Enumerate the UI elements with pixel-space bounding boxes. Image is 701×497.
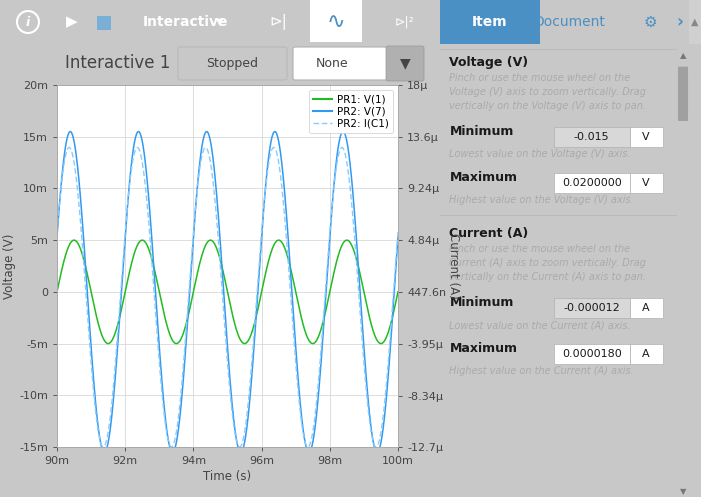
PR2: I(C1): (0.0964, 0.014): I(C1): (0.0964, 0.014) (269, 145, 278, 151)
FancyBboxPatch shape (554, 173, 629, 193)
Text: 0.0200000: 0.0200000 (562, 178, 622, 188)
FancyBboxPatch shape (629, 127, 662, 147)
Text: None: None (315, 57, 348, 70)
PR2: I(C1): (0.0944, 0.014): I(C1): (0.0944, 0.014) (201, 145, 210, 151)
PR2: I(C1): (0.09, 0.00578): I(C1): (0.09, 0.00578) (53, 229, 61, 235)
PR1: V(1): (0.09, -3.04e-16): V(1): (0.09, -3.04e-16) (53, 289, 61, 295)
Bar (689, 0, 701, 44)
Text: ›: › (676, 13, 683, 31)
PR2: V(7): (0.0994, -0.0155): V(7): (0.0994, -0.0155) (373, 449, 381, 455)
Text: A: A (642, 349, 650, 359)
PR2: V(7): (0.0959, 0.00138): V(7): (0.0959, 0.00138) (254, 274, 263, 280)
PR1: V(1): (0.0979, -0.000806): V(1): (0.0979, -0.000806) (324, 297, 332, 303)
FancyBboxPatch shape (629, 344, 662, 364)
Text: A: A (642, 303, 650, 313)
Text: Highest value on the Voltage (V) axis.: Highest value on the Voltage (V) axis. (449, 195, 634, 205)
Text: ▲: ▲ (680, 51, 686, 60)
PR2: I(C1): (0.1, 0.00578): I(C1): (0.1, 0.00578) (394, 229, 402, 235)
Text: i: i (26, 15, 30, 28)
PR2: V(7): (0.0984, 0.0155): V(7): (0.0984, 0.0155) (339, 129, 347, 135)
FancyBboxPatch shape (293, 47, 387, 80)
Text: Lowest value on the Current (A) axis.: Lowest value on the Current (A) axis. (449, 320, 631, 330)
PR1: V(1): (0.1, 9.82e-18): V(1): (0.1, 9.82e-18) (394, 289, 402, 295)
Text: ∿: ∿ (327, 12, 346, 32)
Text: Pinch or use the mouse wheel on the
Voltage (V) axis to zoom vertically. Drag
ve: Pinch or use the mouse wheel on the Volt… (449, 73, 646, 111)
Text: ⚙: ⚙ (644, 14, 657, 29)
Text: Document: Document (534, 15, 606, 29)
Text: -0.000012: -0.000012 (564, 303, 620, 313)
FancyBboxPatch shape (554, 127, 629, 147)
Bar (440, 0, 540, 44)
Y-axis label: Voltage (V): Voltage (V) (4, 233, 16, 299)
Legend: PR1: V(1), PR2: V(7), PR2: I(C1): PR1: V(1), PR2: V(7), PR2: I(C1) (308, 90, 393, 133)
Text: Interactive 1: Interactive 1 (64, 55, 170, 73)
FancyBboxPatch shape (386, 46, 424, 81)
PR2: V(7): (0.09, 0.00531): V(7): (0.09, 0.00531) (53, 234, 61, 240)
Text: ▼: ▼ (216, 17, 224, 27)
Bar (440, 0, 689, 44)
Text: Current (A): Current (A) (449, 227, 529, 240)
Text: Highest value on the Current (A) axis.: Highest value on the Current (A) axis. (449, 366, 634, 376)
FancyBboxPatch shape (629, 298, 662, 318)
Line: PR2: I(C1): PR2: I(C1) (57, 148, 398, 447)
Line: PR2: V(7): PR2: V(7) (57, 132, 398, 452)
PR2: V(7): (0.0905, 0.0145): V(7): (0.0905, 0.0145) (70, 139, 79, 145)
Text: -0.015: -0.015 (574, 132, 609, 142)
Text: V: V (642, 178, 650, 188)
PR1: V(1): (0.0995, -0.005): V(1): (0.0995, -0.005) (376, 340, 385, 346)
Text: Pinch or use the mouse wheel on the
Current (A) axis to zoom vertically. Drag
ve: Pinch or use the mouse wheel on the Curr… (449, 244, 646, 282)
Text: 0.0000180: 0.0000180 (562, 349, 622, 359)
Text: ⊳|: ⊳| (269, 14, 287, 30)
PR2: V(7): (0.0964, 0.0154): V(7): (0.0964, 0.0154) (269, 130, 278, 136)
PR2: I(C1): (0.0979, 0.00365): I(C1): (0.0979, 0.00365) (324, 251, 332, 257)
Text: Lowest value on the Voltage (V) axis.: Lowest value on the Voltage (V) axis. (449, 149, 631, 159)
PR2: V(7): (0.0936, -0.0116): V(7): (0.0936, -0.0116) (176, 409, 184, 414)
Bar (97, 16, 111, 30)
Text: Interactive: Interactive (142, 15, 228, 29)
PR2: V(7): (0.0979, 0.00284): V(7): (0.0979, 0.00284) (324, 259, 332, 265)
PR1: V(1): (0.0959, -0.00127): V(1): (0.0959, -0.00127) (254, 302, 263, 308)
Line: PR1: V(1): PR1: V(1) (57, 240, 398, 343)
PR2: I(C1): (0.0974, -0.0148): I(C1): (0.0974, -0.0148) (306, 441, 314, 447)
PR1: V(1): (0.0905, 0.005): V(1): (0.0905, 0.005) (70, 237, 79, 243)
PR1: V(1): (0.0974, -0.00482): V(1): (0.0974, -0.00482) (306, 339, 314, 345)
PR1: V(1): (0.0905, 0.005): V(1): (0.0905, 0.005) (70, 237, 79, 243)
PR2: I(C1): (0.0934, -0.015): I(C1): (0.0934, -0.015) (168, 444, 176, 450)
FancyBboxPatch shape (629, 173, 662, 193)
Text: Stopped: Stopped (206, 57, 258, 70)
FancyBboxPatch shape (178, 47, 287, 80)
FancyBboxPatch shape (678, 67, 688, 121)
PR2: I(C1): (0.0936, -0.0103): I(C1): (0.0936, -0.0103) (176, 395, 184, 401)
Text: Voltage (V): Voltage (V) (449, 56, 529, 69)
X-axis label: Time (s): Time (s) (203, 470, 252, 483)
Text: ▼: ▼ (400, 57, 410, 71)
Text: ▼: ▼ (680, 487, 686, 496)
PR1: V(1): (0.0936, -0.00464): V(1): (0.0936, -0.00464) (176, 337, 184, 343)
Bar (310, 0, 362, 42)
Text: Item: Item (472, 15, 508, 29)
FancyBboxPatch shape (554, 344, 629, 364)
Text: Maximum: Maximum (449, 171, 517, 184)
Text: ▲: ▲ (691, 17, 699, 27)
Text: ⊳|²: ⊳|² (395, 15, 415, 28)
Text: Maximum: Maximum (449, 342, 517, 355)
PR2: I(C1): (0.0959, 0.00231): I(C1): (0.0959, 0.00231) (254, 265, 263, 271)
Text: ▶: ▶ (66, 14, 78, 29)
PR2: I(C1): (0.0905, 0.0125): I(C1): (0.0905, 0.0125) (70, 160, 79, 166)
Y-axis label: Current (A): Current (A) (447, 233, 460, 299)
PR2: V(7): (0.0974, -0.0155): V(7): (0.0974, -0.0155) (306, 449, 314, 455)
Text: Minimum: Minimum (449, 296, 514, 309)
FancyBboxPatch shape (554, 298, 629, 318)
PR2: V(7): (0.1, 0.00531): V(7): (0.1, 0.00531) (394, 234, 402, 240)
Text: V: V (642, 132, 650, 142)
PR1: V(1): (0.0964, 0.00449): V(1): (0.0964, 0.00449) (269, 243, 278, 248)
Text: Minimum: Minimum (449, 125, 514, 138)
